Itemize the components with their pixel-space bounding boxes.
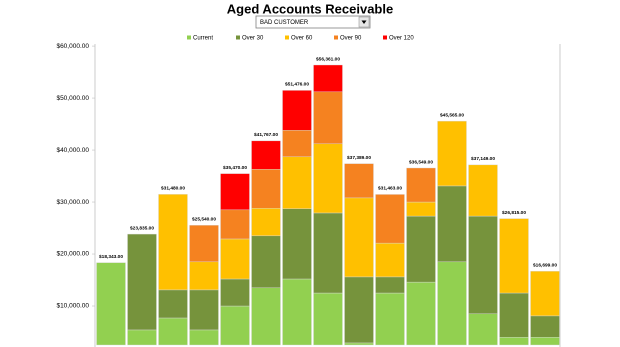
bar-segment [313,143,343,214]
bar-segment [437,261,467,346]
bar-segment [282,278,312,346]
bar-segment [406,201,436,217]
dropdown[interactable]: BAD CUSTOMER [255,15,371,29]
legend-swatch [334,35,338,40]
bar-segment [313,292,343,346]
bar-segment [251,208,281,237]
total-label: $23,835.00 [130,225,154,231]
total-label: $31,480.00 [161,186,185,192]
bar-segment [313,91,343,145]
bar-segment [158,317,188,346]
total-label: $45,565.00 [440,112,464,118]
total-label: $16,699.00 [533,262,557,268]
bar-segment [344,342,374,346]
bar-segment [251,287,281,346]
total-label: $37,149.00 [471,156,495,162]
chart-title: Aged Accounts Receivable [227,1,393,16]
dropdown-arrow [361,20,367,24]
bar-segment [468,313,498,346]
bar-segment [251,169,281,209]
bar-segment [158,194,188,291]
bar-segment [189,329,219,346]
bar-segment [251,140,281,170]
legend-swatch [187,35,191,40]
y-tick-label: $10,000.00 [56,303,89,310]
bar-segment [406,167,436,203]
legend-label: Over 60 [291,36,313,42]
dropdown-value: BAD CUSTOMER [260,20,309,26]
legend-label: Over 30 [242,36,264,42]
bar-segment [282,130,312,158]
bar-segment [189,225,219,263]
bar-segment [437,120,467,187]
bar-segment [189,289,219,331]
legend-label: Over 120 [389,36,414,42]
bar-segment [189,261,219,291]
bar-segment [375,194,405,244]
total-label: $26,815.00 [502,210,526,216]
bar-segment [282,90,312,131]
dropdown-box[interactable] [255,15,371,29]
total-label: $25,540.00 [192,216,216,222]
bar-segment [375,242,405,278]
bar-segment [282,156,312,209]
bar-segment [344,197,374,278]
legend-label: Current [193,36,213,42]
y-tick-label: $40,000.00 [56,147,89,154]
bar-segment [406,215,436,283]
bar-segment [499,218,529,294]
bar-segment [313,64,343,93]
total-label: $35,470.00 [223,165,247,171]
bar-segment [375,276,405,294]
total-label: $41,767.00 [254,132,278,138]
bar-segment [530,337,560,346]
y-tick-label: $50,000.00 [56,95,89,102]
total-label: $56,361.00 [316,56,340,62]
bar-segment [530,270,560,317]
bar-segment [127,233,157,331]
bar-segment [468,215,498,315]
total-label: $18,343.00 [99,254,123,260]
legend-swatch [236,35,240,40]
bar-segment [127,329,157,346]
bar-segment [96,262,126,346]
bar-segment [251,235,281,289]
bar-segment [220,305,250,346]
bar-segment [344,163,374,199]
bar-segment [375,292,405,346]
bar-segment [220,238,250,280]
bar-segment [313,212,343,294]
y-tick-label: $30,000.00 [56,199,89,206]
bar-segment [499,337,529,346]
legend-swatch [383,35,387,40]
total-label: $36,549.00 [409,159,433,165]
bar-segment [437,185,467,263]
bar-segment [468,164,498,217]
bar-segment [158,289,188,319]
bar-segment [530,315,560,338]
bar-segment [499,292,529,338]
bar-segment [282,208,312,280]
bar-segment [344,276,374,344]
total-label: $31,463.00 [378,186,402,192]
legend-label: Over 90 [340,36,362,42]
bar-segment [220,278,250,307]
bar-segment [220,173,250,211]
total-label: $51,476.00 [285,82,309,88]
y-tick-label: $60,000.00 [56,43,89,50]
total-label: $37,389.00 [347,155,371,161]
bar-segment [220,209,250,240]
bar-segment [406,281,436,346]
legend-swatch [285,35,289,40]
y-tick-label: $20,000.00 [56,251,89,258]
